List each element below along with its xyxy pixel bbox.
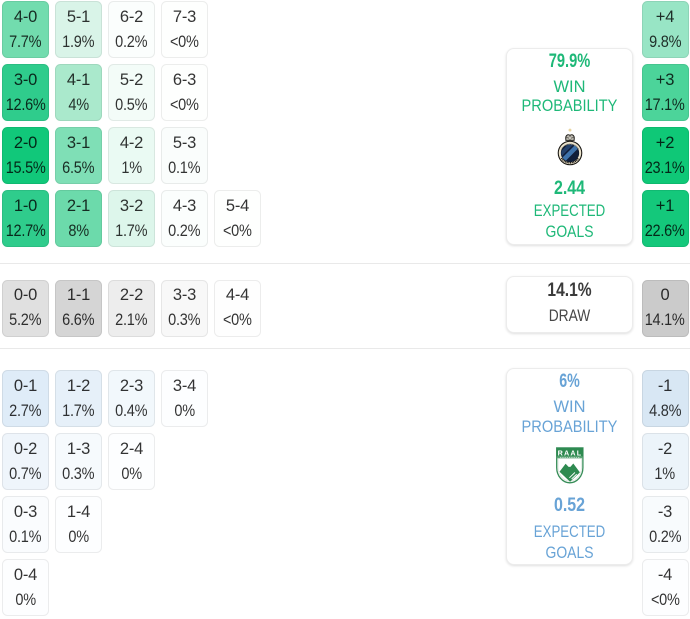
svg-text:RAAL: RAAL xyxy=(557,448,582,457)
